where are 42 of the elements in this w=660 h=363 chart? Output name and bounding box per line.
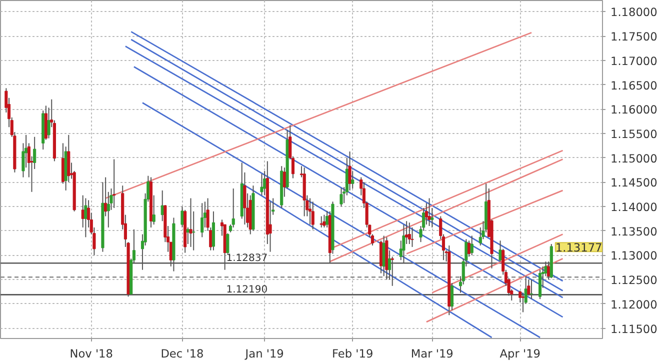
y-tick-label: 1.18000 [610,5,658,20]
y-tick-label: 1.17500 [610,30,658,44]
candlestick [84,198,88,238]
y-tick-label: 1.14000 [610,200,658,214]
x-tick-label: Mar '19 [410,346,454,360]
y-tick-label: 1.15000 [610,151,658,166]
candlestick [200,202,204,238]
y-tick-label: 1.16500 [610,78,658,92]
candlestick [308,198,312,226]
y-tick-label: 1.13000 [610,248,658,263]
candlestick [106,191,110,228]
candlestick [311,201,314,230]
y-tick-label: 1.11500 [610,322,658,336]
candlestick [326,210,329,228]
ref-line-label: 1.12190 [226,284,268,296]
candlestick [260,173,264,196]
y-tick-label: 1.13500 [610,224,658,238]
candlestick [428,198,431,226]
x-tick-label: Nov '18 [70,346,113,360]
candlestick [322,214,326,228]
x-tick-label: Dec '18 [160,346,204,360]
candlestick [212,210,215,251]
candlestick [189,198,192,248]
y-tick-label: 1.15500 [610,126,658,141]
x-tick-label: Apr '19 [500,346,541,360]
y-tick-label: 1.12000 [610,297,658,312]
annotation: 1.13177 [555,240,602,255]
candlestick [340,188,343,208]
candlestick [112,158,116,208]
y-tick-label: 1.14500 [610,176,658,190]
candlestick [470,235,474,256]
y-tick-label: 1.17000 [610,54,658,68]
y-tick-label: 1.12500 [610,273,658,288]
candlestick [320,216,323,228]
candlestick [263,170,266,196]
candlestick [382,235,386,277]
candlestick [408,222,411,245]
x-tick-label: Feb '19 [332,346,374,360]
ref-line-label: 1.12837 [226,253,268,264]
y-tick-label: 1.16000 [610,102,658,117]
candlestick [410,226,414,248]
x-tick-label: Jan '19 [244,346,284,360]
